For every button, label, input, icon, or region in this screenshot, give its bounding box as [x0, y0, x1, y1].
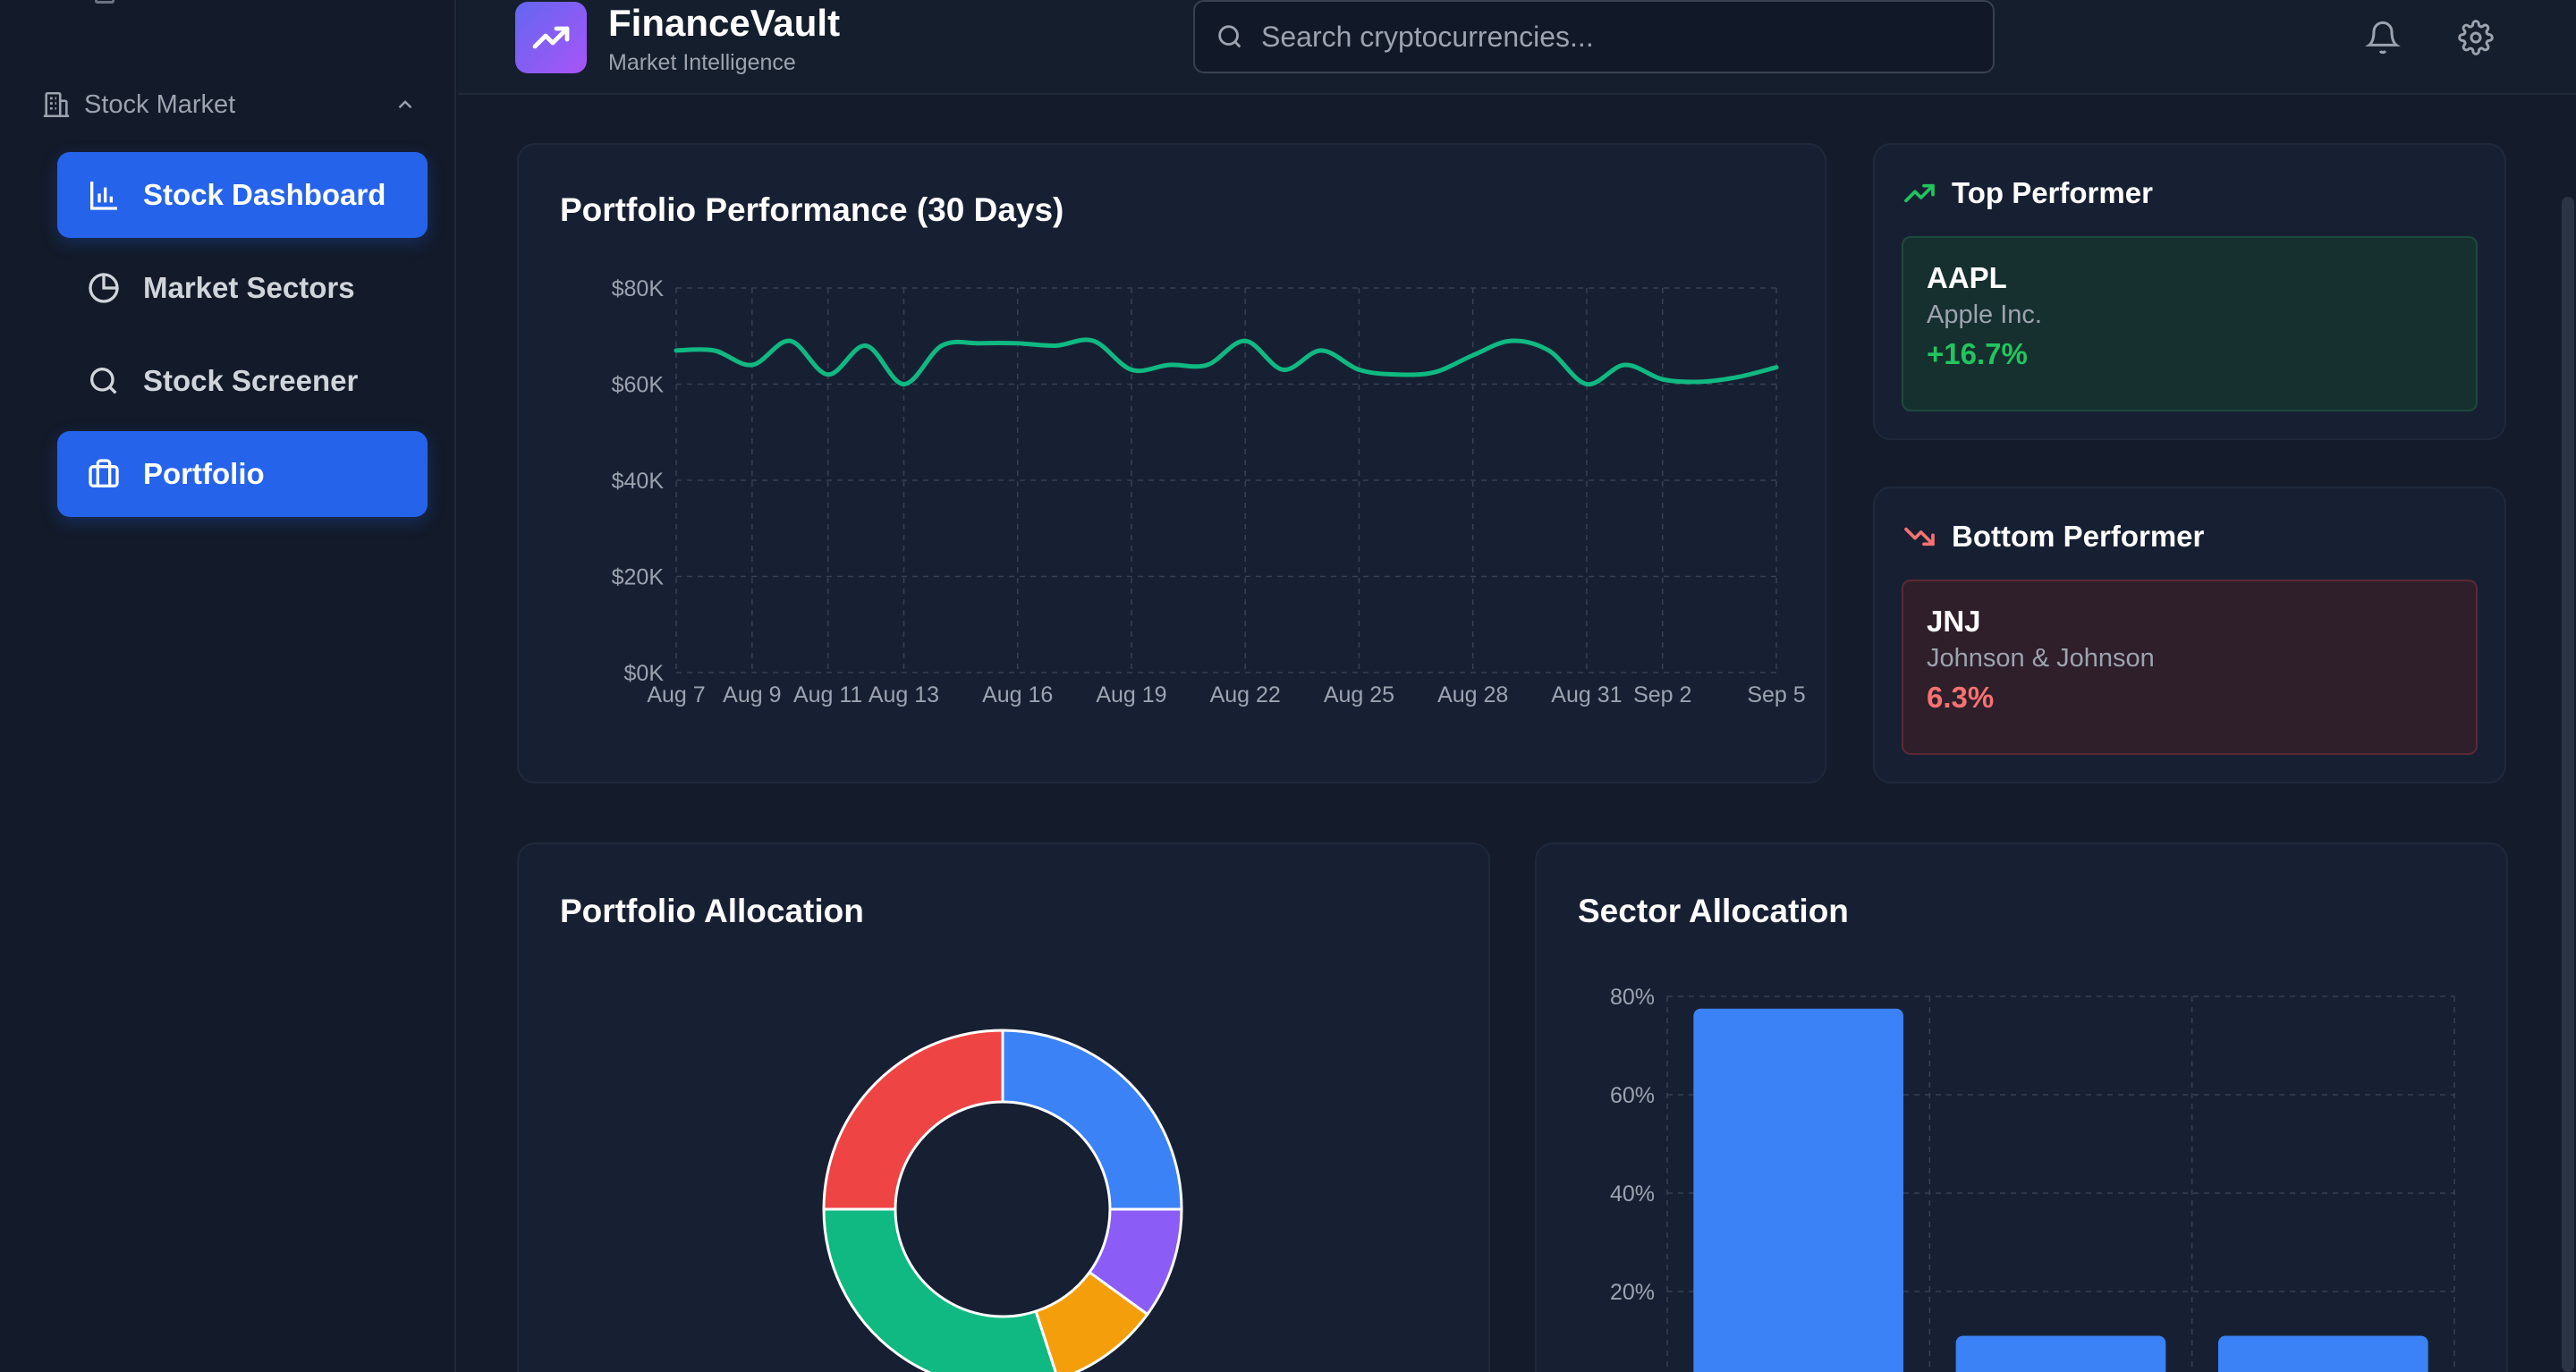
- bottom-performer-details[interactable]: JNJ Johnson & Johnson 6.3%: [1902, 580, 2478, 755]
- briefcase-icon: [89, 459, 119, 487]
- donut-slice: [822, 1207, 1057, 1372]
- search-bar[interactable]: [1193, 0, 1995, 73]
- y-tick-label: $0K: [624, 661, 665, 686]
- allocation-card: [517, 843, 1490, 1372]
- stock-change: 6.3%: [1927, 681, 1995, 714]
- performance-card: [517, 143, 1826, 783]
- sidebar-item-market-sectors[interactable]: Market Sectors: [57, 245, 428, 331]
- pie-chart-icon: [89, 273, 119, 303]
- stock-ticker: JNJ: [1927, 605, 1981, 638]
- gear-icon[interactable]: [2458, 20, 2494, 55]
- allocation-chart-title: Portfolio Allocation: [560, 893, 864, 929]
- search-input[interactable]: [1261, 20, 1977, 54]
- stock-name: Apple Inc.: [1927, 301, 2042, 329]
- top-performer-title: Top Performer: [1952, 176, 2153, 209]
- stock-change: +16.7%: [1927, 337, 2028, 370]
- donut-slice: [1034, 1270, 1149, 1372]
- x-tick-label: Aug 11: [793, 682, 862, 707]
- x-tick-label: Aug 22: [1210, 682, 1281, 707]
- x-tick-label: Sep 5: [1747, 682, 1805, 707]
- allocation-donut-chart: [822, 1029, 1183, 1372]
- collapsed-item-icon: [95, 0, 114, 4]
- bar: [1693, 1008, 1903, 1372]
- y-tick-label: 20%: [1610, 1280, 1655, 1305]
- search-icon: [1218, 25, 1241, 48]
- sector-bar-chart: 80%60%40%20%0%: [1610, 985, 2455, 1372]
- y-tick-label: $20K: [612, 565, 665, 590]
- bar: [1955, 1335, 2166, 1372]
- x-tick-label: Aug 16: [982, 682, 1053, 707]
- sidebar-item-label: Stock Screener: [143, 364, 359, 397]
- x-tick-label: Sep 2: [1633, 682, 1691, 707]
- series-line: [674, 337, 1779, 387]
- donut-slice: [822, 1029, 1004, 1211]
- y-tick-label: 40%: [1610, 1181, 1655, 1207]
- trending-down-icon: [1904, 527, 1935, 546]
- sidebar-item-portfolio[interactable]: Portfolio: [57, 431, 428, 517]
- y-tick-label: 60%: [1610, 1083, 1655, 1108]
- bar-chart-icon: [90, 182, 117, 210]
- y-tick-label: 80%: [1610, 985, 1655, 1010]
- y-tick-label: $80K: [612, 276, 665, 301]
- x-tick-label: Aug 13: [869, 682, 939, 707]
- building-icon: [43, 91, 70, 118]
- sidebar-section-stock-market[interactable]: Stock Market: [41, 86, 417, 123]
- performance-chart-title: Portfolio Performance (30 Days): [560, 191, 1064, 228]
- scrollbar[interactable]: [2562, 197, 2574, 1372]
- x-tick-label: Aug 31: [1551, 682, 1622, 707]
- bottom-performer-title: Bottom Performer: [1952, 520, 2205, 553]
- x-tick-label: Aug 28: [1437, 682, 1508, 707]
- sidebar-item-label: Portfolio: [143, 457, 265, 490]
- stock-ticker: AAPL: [1927, 261, 2007, 294]
- y-tick-label: $40K: [612, 469, 665, 494]
- chevron-up-icon[interactable]: [394, 93, 417, 116]
- x-tick-label: Aug 19: [1096, 682, 1166, 707]
- trending-up-icon: [532, 26, 570, 49]
- sidebar-item-label: Stock Dashboard: [143, 178, 386, 211]
- donut-slice: [1001, 1029, 1183, 1211]
- bar: [2218, 1335, 2428, 1372]
- stock-name: Johnson & Johnson: [1927, 644, 2155, 673]
- sidebar-section-label: Stock Market: [84, 89, 236, 119]
- sidebar-item-label: Market Sectors: [143, 271, 355, 304]
- sidebar-item-stock-dashboard[interactable]: Stock Dashboard: [57, 152, 428, 238]
- x-tick-label: Aug 7: [647, 682, 705, 707]
- bottom-performer-header: Bottom Performer: [1902, 519, 2204, 555]
- y-tick-label: $60K: [612, 373, 665, 398]
- brand-name: FinanceVault: [608, 2, 841, 44]
- x-tick-label: Aug 25: [1324, 682, 1394, 707]
- brand-tagline: Market Intelligence: [608, 50, 796, 75]
- sidebar-item-stock-screener[interactable]: Stock Screener: [57, 338, 428, 424]
- sector-chart-title: Sector Allocation: [1578, 893, 1849, 929]
- logo[interactable]: [515, 2, 587, 73]
- trending-up-icon: [1904, 183, 1935, 203]
- top-performer-details[interactable]: AAPL Apple Inc. +16.7%: [1902, 236, 2478, 411]
- bell-icon[interactable]: [2365, 20, 2401, 55]
- top-performer-header: Top Performer: [1902, 175, 2153, 211]
- x-tick-label: Aug 9: [723, 682, 781, 707]
- search-icon: [90, 368, 117, 394]
- sidebar: Stock Market Stock Dashboard Market Sect…: [0, 0, 456, 1372]
